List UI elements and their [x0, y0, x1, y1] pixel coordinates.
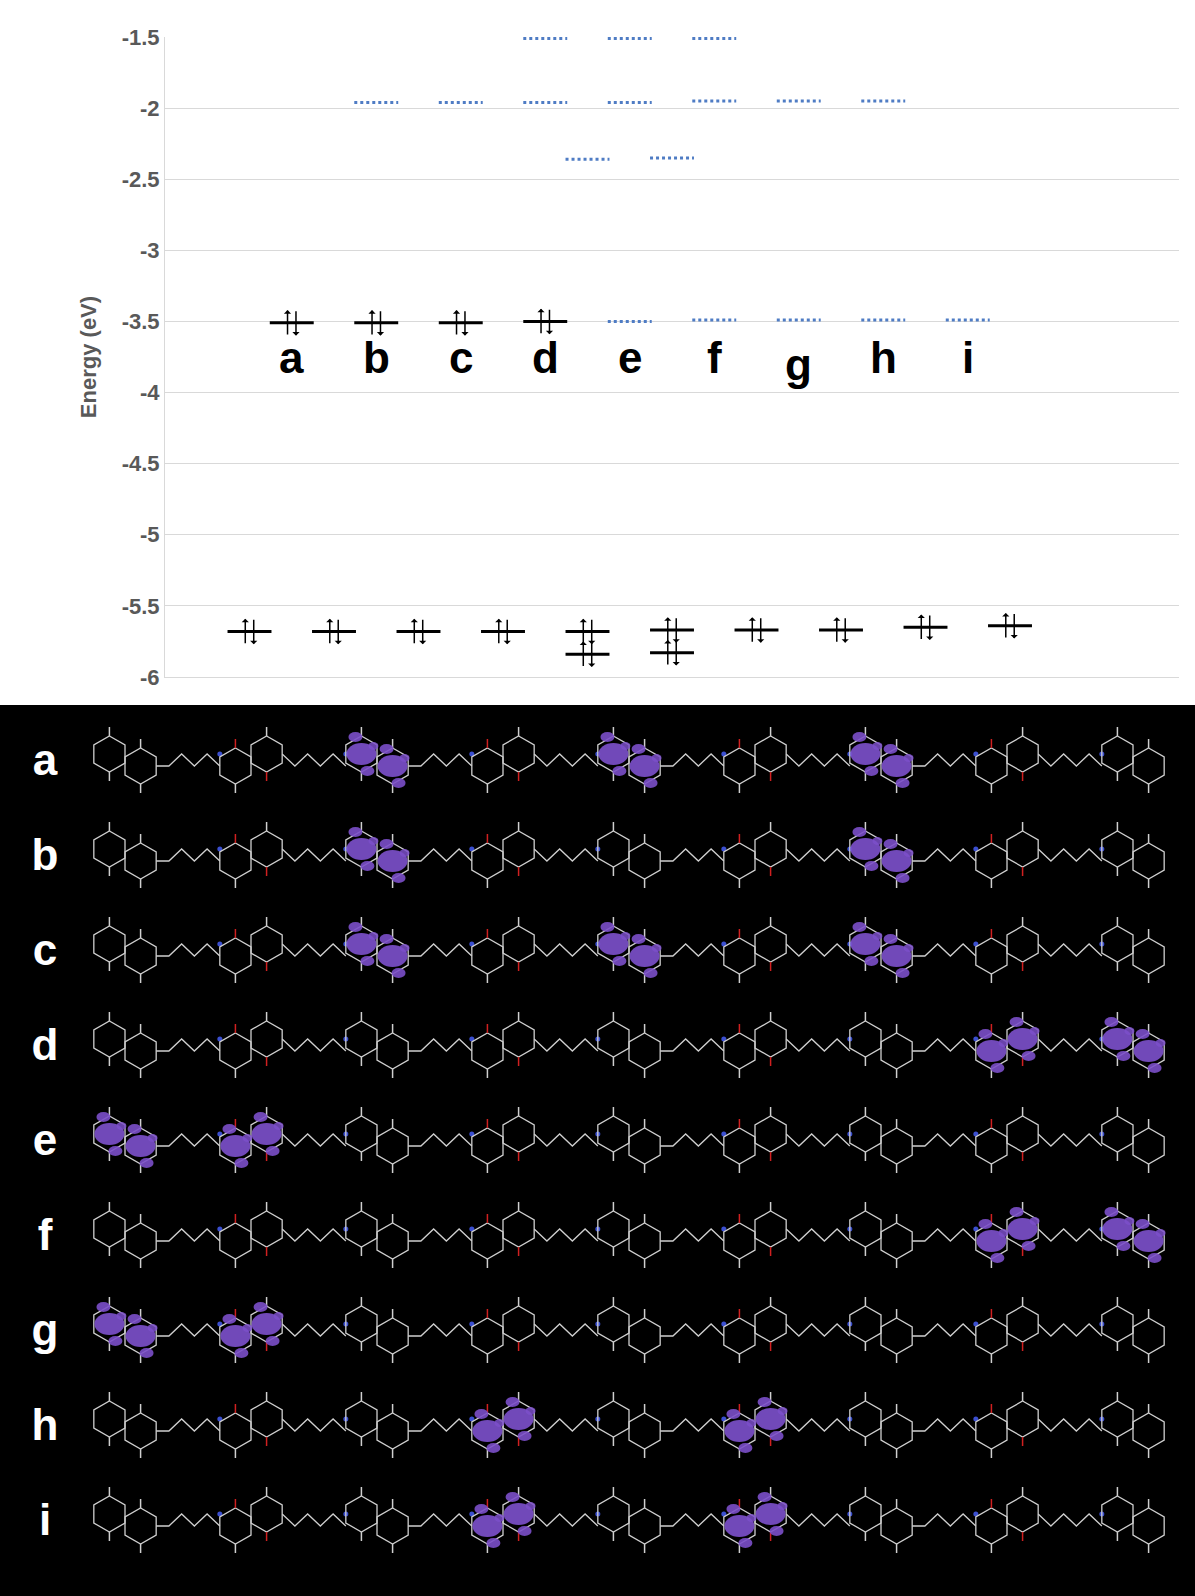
svg-text:g: g [32, 1305, 59, 1354]
svg-text:d: d [532, 333, 559, 382]
svg-text:i: i [39, 1495, 51, 1544]
svg-text:-3.5: -3.5 [122, 309, 160, 334]
svg-text:d: d [32, 1020, 59, 1069]
svg-text:-5: -5 [140, 522, 160, 547]
svg-text:a: a [33, 735, 58, 784]
svg-text:e: e [33, 1115, 57, 1164]
svg-text:f: f [38, 1210, 53, 1259]
svg-text:g: g [785, 340, 812, 389]
svg-text:-2.5: -2.5 [122, 167, 160, 192]
svg-text:h: h [870, 333, 897, 382]
svg-text:Energy (eV): Energy (eV) [76, 296, 101, 418]
svg-text:-2: -2 [140, 96, 160, 121]
svg-text:c: c [449, 333, 473, 382]
svg-text:f: f [707, 333, 722, 382]
svg-text:i: i [962, 333, 974, 382]
svg-text:a: a [279, 333, 304, 382]
svg-text:c: c [33, 925, 57, 974]
svg-text:h: h [32, 1400, 59, 1449]
svg-text:-6: -6 [140, 665, 160, 690]
svg-text:-3: -3 [140, 238, 160, 263]
svg-text:-5.5: -5.5 [122, 594, 160, 619]
svg-text:-4.5: -4.5 [122, 451, 160, 476]
svg-text:b: b [32, 830, 59, 879]
svg-text:-1.5: -1.5 [122, 25, 160, 50]
svg-text:b: b [363, 333, 390, 382]
svg-text:-4: -4 [140, 380, 160, 405]
svg-text:e: e [618, 333, 642, 382]
